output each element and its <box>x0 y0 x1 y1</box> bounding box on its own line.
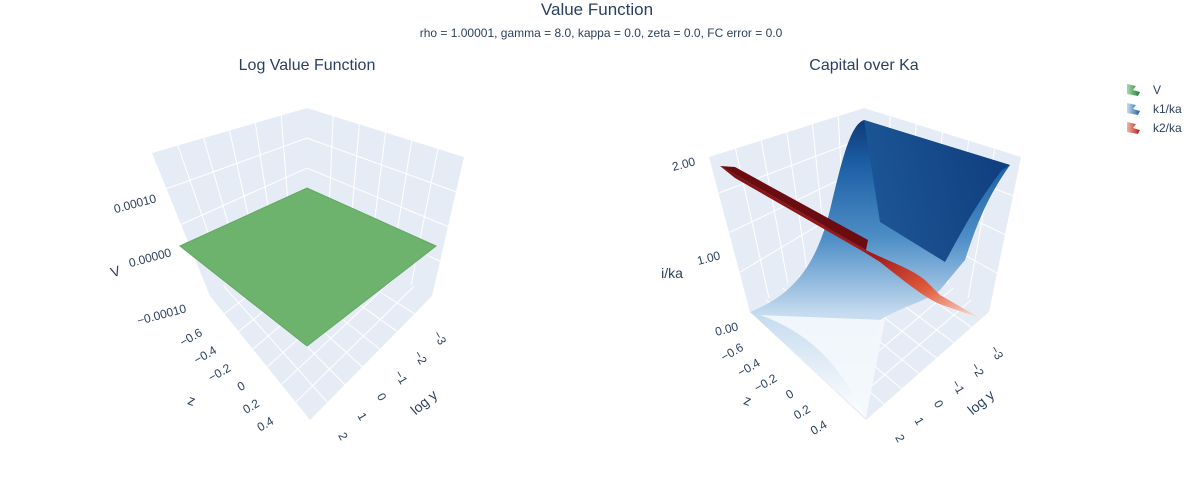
subplot-title-left: Log Value Function <box>239 57 376 74</box>
y-tick-label: −0.6 <box>177 325 205 349</box>
y-tick-label: −0.6 <box>718 340 746 364</box>
x-tick-label: 0 <box>931 398 947 411</box>
figure-subtitle: rho = 1.00001, gamma = 8.0, kappa = 0.0,… <box>420 26 783 40</box>
legend-label-k1: k1/ka <box>1153 102 1182 116</box>
y-tick-label: 0.4 <box>255 414 277 435</box>
y-tick-label: 0 <box>235 378 248 394</box>
subplot-title-right: Capital over Ka <box>809 57 918 74</box>
y-axis-title-left: z <box>186 392 198 409</box>
legend: V k1/ka k2/ka <box>1127 83 1182 135</box>
surface-k1-front <box>760 315 885 418</box>
y-axis-title-right: z <box>742 392 754 409</box>
z-tick-label: 0.00 <box>714 319 740 339</box>
x-tick-label: 2 <box>892 432 908 445</box>
z-tick-label: 1.00 <box>696 248 722 268</box>
surface-k1-top <box>864 120 1010 262</box>
z-axis-title-left: V <box>109 262 123 280</box>
x-axis-title-left: log y <box>407 387 440 418</box>
x-tick-label: 1 <box>355 410 371 423</box>
x-tick-label: 1 <box>912 415 928 428</box>
y-tick-label: −0.2 <box>206 361 234 385</box>
surface-swatch-icon <box>1127 103 1140 115</box>
z-axis-title-right: i/ka <box>661 265 683 281</box>
back-wall-left <box>709 108 864 312</box>
scene-left[interactable]: −0.6−0.4−0.200.20.4−3−2−1012−0.000100.00… <box>109 108 464 443</box>
y-tick-label: −0.4 <box>735 355 763 379</box>
legend-item-k1[interactable]: k1/ka <box>1127 102 1182 116</box>
y-tick-label: −0.2 <box>752 371 780 395</box>
legend-item-k2[interactable]: k2/ka <box>1127 121 1182 135</box>
legend-item-v[interactable]: V <box>1127 83 1161 97</box>
figure-title: Value Function <box>541 0 653 19</box>
x-tick-label: 0 <box>374 390 390 403</box>
x-tick-label: −3 <box>430 328 449 347</box>
x-axis-title-right: log y <box>964 387 997 418</box>
z-tick-label: −0.00010 <box>135 301 188 328</box>
x-tick-label: 2 <box>335 430 351 443</box>
y-tick-label: −0.4 <box>191 343 219 367</box>
surface-v <box>179 187 437 347</box>
surface-swatch-icon <box>1127 84 1140 96</box>
x-tick-label: −3 <box>987 343 1006 362</box>
y-tick-label: 0 <box>783 386 796 402</box>
legend-label-k2: k2/ka <box>1153 121 1182 135</box>
surface-k2-edge <box>720 166 868 250</box>
legend-label-v: V <box>1153 83 1161 97</box>
y-tick-label: 0.2 <box>240 396 262 417</box>
z-tick-label: 0.00000 <box>127 245 173 270</box>
surface-swatch-icon <box>1127 122 1140 134</box>
x-tick-label: −1 <box>392 368 411 387</box>
z-tick-label: 0.00010 <box>112 191 158 216</box>
y-tick-label: 0.2 <box>791 402 813 423</box>
x-tick-label: −2 <box>968 360 987 379</box>
x-tick-label: −1 <box>949 377 968 396</box>
z-tick-label: 2.00 <box>671 154 697 174</box>
x-tick-label: −2 <box>411 348 430 367</box>
surface-k2 <box>720 166 980 318</box>
y-tick-label: 0.4 <box>808 417 830 438</box>
scene-right[interactable]: −0.6−0.4−0.2 00.20.4−3−2−10120.001.002.00… <box>661 108 1021 445</box>
